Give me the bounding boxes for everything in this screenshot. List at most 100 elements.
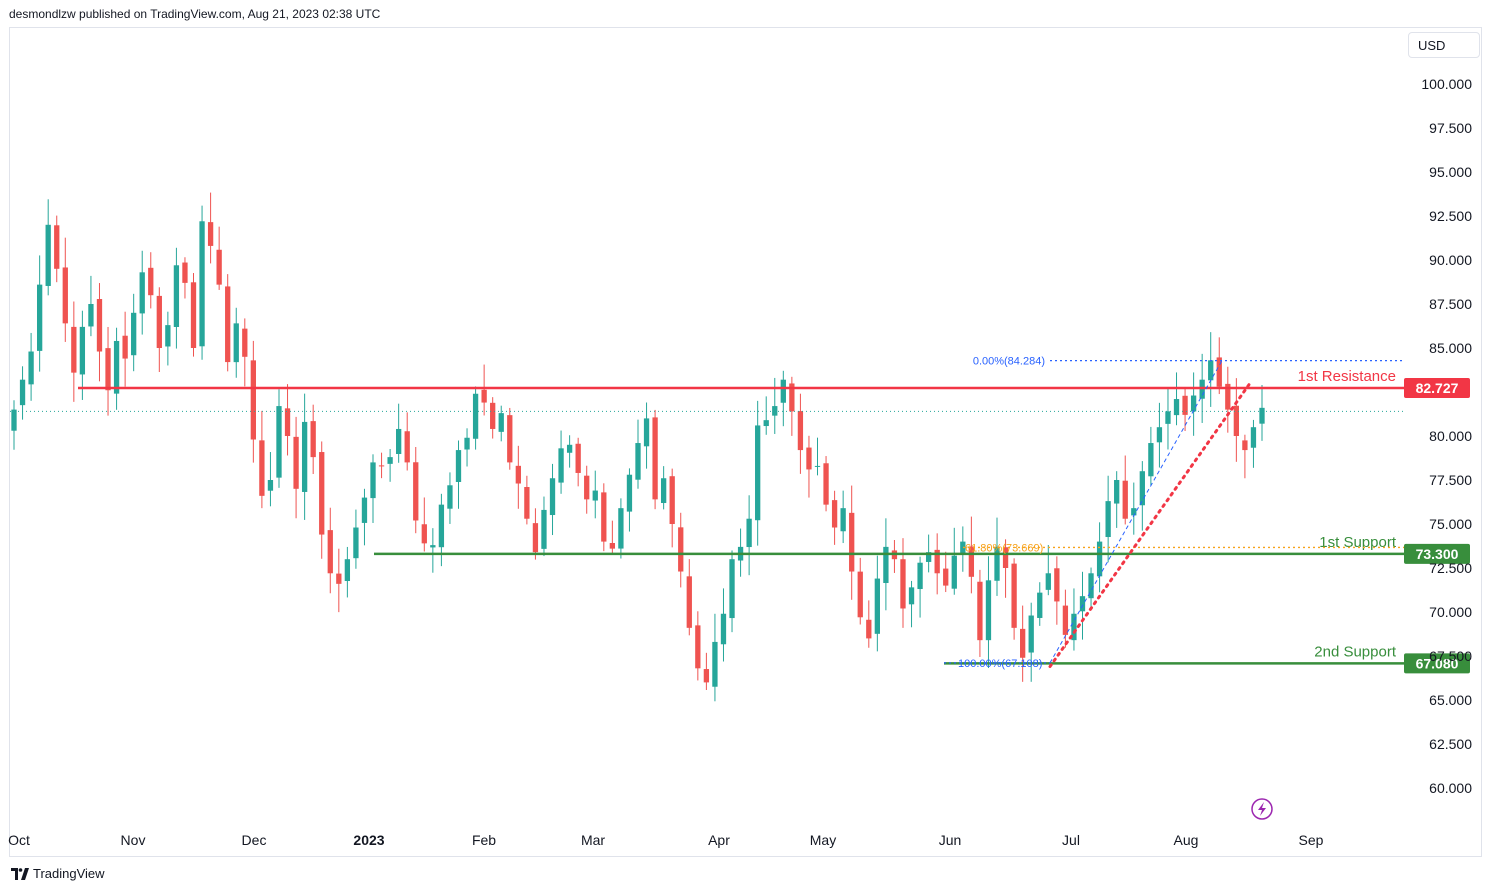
candle-body (900, 559, 906, 609)
candle-body (857, 571, 863, 618)
candle-body (216, 249, 222, 285)
candle-body (643, 418, 650, 447)
y-tick-label: 95.000 (1429, 164, 1472, 180)
candle-body (925, 552, 932, 562)
candle-body (797, 411, 804, 451)
candle-body (233, 323, 239, 363)
candle-body (1062, 605, 1069, 635)
candle-body (840, 508, 846, 532)
x-tick-label: Feb (472, 832, 496, 848)
candle-body (584, 475, 590, 500)
candle-body (1088, 573, 1094, 599)
trend-line (1048, 381, 1252, 669)
candle-body (678, 527, 684, 572)
footer-brand-label: TradingView (33, 866, 105, 881)
y-tick-label: 97.500 (1429, 120, 1472, 136)
candle-body (250, 360, 256, 440)
x-tick-label: May (810, 832, 836, 848)
candle-body (669, 476, 675, 524)
x-tick-label: Aug (1174, 832, 1199, 848)
level-name: 1st Support (1319, 534, 1397, 551)
candle-body (259, 440, 265, 496)
candle-body (763, 420, 769, 427)
candle-body (558, 448, 564, 483)
y-tick-label: 100.000 (1421, 76, 1472, 92)
candle-body (190, 282, 197, 348)
candle-body (319, 452, 325, 535)
candle-body (823, 463, 829, 505)
y-tick-label: 60.000 (1429, 780, 1472, 796)
candle-body (105, 348, 111, 391)
candle-body (148, 267, 154, 296)
candle-body (242, 328, 248, 357)
candle-body (361, 497, 368, 523)
candle-body (883, 546, 889, 584)
footer-brand[interactable]: TradingView (11, 866, 105, 881)
candle-body (524, 487, 530, 519)
candle-body (71, 326, 77, 373)
candle-body (54, 225, 60, 269)
y-tick-label: 75.000 (1429, 516, 1472, 532)
candle-body (652, 417, 658, 500)
candle-body (472, 393, 479, 439)
x-tick-label: Oct (8, 832, 30, 848)
candle-body (532, 523, 539, 553)
candle-body (1233, 405, 1240, 436)
candle-body (113, 340, 120, 394)
candle-body (344, 559, 351, 582)
x-tick-label: Mar (581, 832, 605, 848)
candle-body (396, 428, 402, 454)
candle-body (481, 389, 487, 403)
level-price-label: 82.727 (1416, 380, 1459, 396)
tradingview-logo-icon (11, 867, 29, 880)
y-tick-label: 90.000 (1429, 252, 1472, 268)
lightning-icon[interactable] (1251, 798, 1273, 820)
x-tick-label: Sep (1299, 832, 1324, 848)
candle-body (660, 478, 667, 504)
level-price-badge (1404, 378, 1470, 399)
candle-body (267, 480, 274, 491)
fib-diagonal (1049, 360, 1223, 664)
candle-body (11, 409, 17, 431)
y-tick-label: 62.500 (1429, 736, 1472, 752)
candle-body (806, 447, 812, 470)
candle-body (951, 555, 957, 589)
candle-body (378, 465, 385, 467)
candle-body (353, 527, 359, 559)
candle-body (1139, 471, 1145, 506)
candle-body (1105, 501, 1111, 538)
candle-body (199, 221, 205, 347)
candle-body (1028, 615, 1034, 653)
candle-body (464, 437, 470, 450)
y-tick-label: 72.500 (1429, 560, 1472, 576)
candle-body (618, 508, 624, 549)
candle-body (1037, 592, 1043, 618)
candle-body (88, 304, 94, 327)
candle-body (1079, 596, 1086, 612)
level-price-label: 67.080 (1416, 655, 1459, 671)
candle-body (1002, 547, 1009, 568)
candle-body (62, 267, 68, 324)
candle-body (1208, 360, 1214, 381)
y-tick-label: 87.500 (1429, 296, 1472, 312)
candle-body (1173, 399, 1180, 416)
candle-body (447, 485, 453, 509)
level-price-label: 73.300 (1416, 546, 1459, 562)
candle-body (549, 478, 556, 516)
candle-body (173, 265, 180, 327)
candle-body (985, 580, 992, 641)
candle-body (968, 546, 975, 577)
candle-body (156, 295, 162, 348)
candle-body (455, 450, 462, 482)
candle-body (413, 462, 419, 521)
candle-body (327, 530, 333, 574)
candle-body (1156, 427, 1163, 443)
candle-body (1182, 395, 1188, 415)
currency-button[interactable]: USD (1408, 32, 1480, 58)
candle-body (1011, 563, 1017, 628)
candle-body (1165, 411, 1171, 424)
candle-body (849, 512, 855, 572)
candle-body (831, 500, 838, 528)
candle-body (301, 421, 308, 492)
